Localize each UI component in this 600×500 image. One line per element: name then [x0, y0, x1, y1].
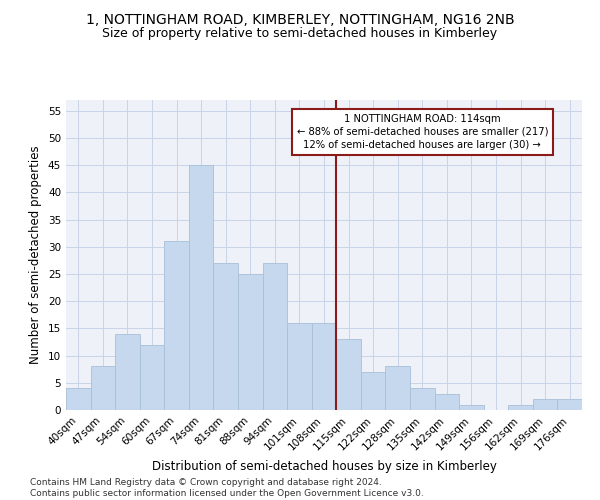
Bar — [91, 366, 115, 410]
Bar — [410, 388, 434, 410]
Text: 1, NOTTINGHAM ROAD, KIMBERLEY, NOTTINGHAM, NG16 2NB: 1, NOTTINGHAM ROAD, KIMBERLEY, NOTTINGHA… — [86, 12, 514, 26]
Bar — [66, 388, 91, 410]
Y-axis label: Number of semi-detached properties: Number of semi-detached properties — [29, 146, 43, 364]
Bar — [189, 166, 214, 410]
Bar — [140, 344, 164, 410]
Text: Size of property relative to semi-detached houses in Kimberley: Size of property relative to semi-detach… — [103, 28, 497, 40]
Bar — [434, 394, 459, 410]
Bar — [238, 274, 263, 410]
Text: 1 NOTTINGHAM ROAD: 114sqm
← 88% of semi-detached houses are smaller (217)
12% of: 1 NOTTINGHAM ROAD: 114sqm ← 88% of semi-… — [296, 114, 548, 150]
Bar — [508, 404, 533, 410]
Bar — [115, 334, 140, 410]
Bar — [385, 366, 410, 410]
Bar — [557, 399, 582, 410]
X-axis label: Distribution of semi-detached houses by size in Kimberley: Distribution of semi-detached houses by … — [152, 460, 496, 473]
Bar — [164, 242, 189, 410]
Text: Contains HM Land Registry data © Crown copyright and database right 2024.
Contai: Contains HM Land Registry data © Crown c… — [30, 478, 424, 498]
Bar — [361, 372, 385, 410]
Bar — [312, 323, 336, 410]
Bar — [214, 263, 238, 410]
Bar — [459, 404, 484, 410]
Bar — [263, 263, 287, 410]
Bar — [533, 399, 557, 410]
Bar — [336, 340, 361, 410]
Bar — [287, 323, 312, 410]
